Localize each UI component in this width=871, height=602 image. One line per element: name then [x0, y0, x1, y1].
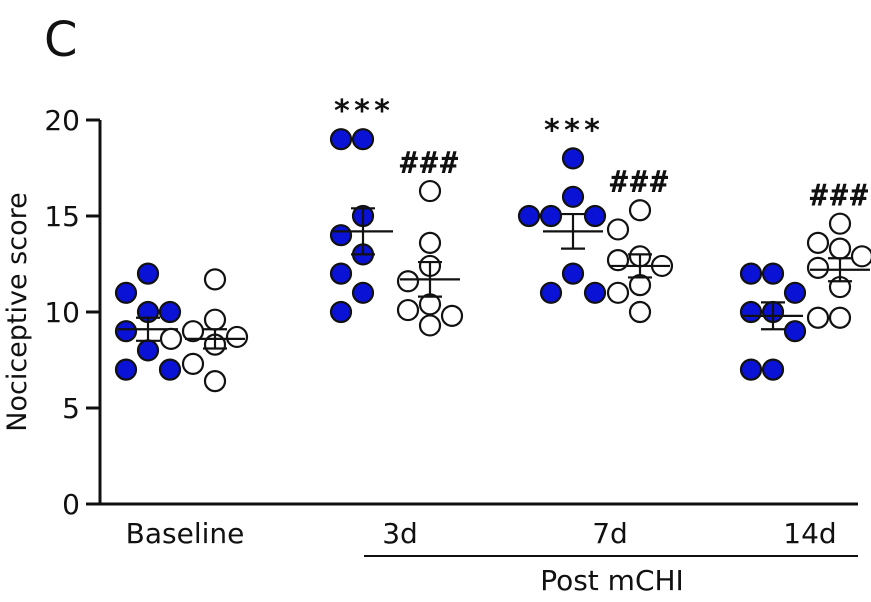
data-point-filled — [158, 300, 182, 324]
data-point-filled — [583, 204, 607, 228]
data-point-filled — [329, 224, 353, 247]
data-point-open — [606, 218, 630, 241]
data-point-open — [203, 268, 227, 291]
data-point-filled — [561, 147, 585, 170]
x-tick-label: Baseline — [126, 517, 245, 550]
data-point-filled — [539, 281, 563, 304]
data-point-open — [418, 314, 442, 337]
data-point-filled — [114, 358, 138, 381]
data-point-open — [828, 212, 852, 235]
data-point-open — [628, 199, 652, 222]
data-point-filled — [329, 128, 353, 151]
data-point-filled — [783, 281, 807, 304]
y-tick-label: 5 — [62, 392, 80, 425]
data-point-open — [806, 231, 830, 254]
panel-label: C — [44, 12, 78, 68]
axes: 0 5 10 15 20 Baseline 3d 7d 14d — [44, 104, 858, 557]
data-point-open — [396, 270, 420, 293]
x-tick-label: 7d — [592, 517, 628, 550]
x-tick-label: 14d — [783, 517, 836, 550]
data-point-open — [159, 327, 183, 350]
data-point-open — [828, 237, 852, 260]
significance-annotations: ***###***### ### — [333, 94, 870, 214]
data-point-open — [225, 325, 249, 349]
data-point-filled — [561, 262, 585, 285]
data-marks — [114, 128, 871, 393]
data-point-open — [181, 320, 205, 343]
significance-mark: *** — [543, 113, 603, 148]
y-tick-label: 0 — [62, 488, 80, 521]
data-point-filled — [114, 320, 138, 343]
data-point-open — [396, 298, 420, 322]
data-point-filled — [761, 358, 785, 381]
data-point-filled — [351, 281, 375, 304]
data-point-filled — [739, 300, 763, 324]
data-point-open — [806, 256, 830, 279]
significance-mark: ### — [400, 146, 460, 181]
y-tick-label: 10 — [44, 296, 80, 329]
data-point-filled — [739, 358, 763, 381]
y-tick-label: 20 — [44, 104, 80, 137]
data-point-filled — [329, 262, 353, 285]
data-point-filled — [329, 300, 353, 324]
data-point-open — [203, 308, 227, 331]
data-point-filled — [351, 128, 375, 151]
data-point-filled — [114, 281, 138, 304]
data-point-filled — [739, 262, 763, 285]
data-point-open — [606, 281, 630, 304]
significance-mark: ### — [610, 165, 670, 200]
data-point-open — [628, 300, 652, 324]
data-point-filled — [561, 185, 585, 208]
y-axis-title: Nociceptive score — [2, 192, 33, 431]
data-point-open — [850, 245, 871, 268]
data-point-filled — [136, 339, 160, 362]
data-point-open — [806, 306, 830, 329]
y-tick-label: 15 — [44, 200, 80, 233]
data-point-open — [181, 352, 205, 375]
data-point-open — [418, 179, 442, 203]
data-point-open — [828, 306, 852, 329]
data-point-open — [440, 304, 464, 327]
significance-mark: *** — [333, 94, 393, 129]
data-point-filled — [761, 262, 785, 285]
data-point-open — [606, 249, 630, 272]
data-point-filled — [158, 358, 182, 381]
data-point-filled — [583, 281, 607, 304]
significance-mark: ### — [810, 179, 870, 214]
group-label: Post mCHI — [540, 564, 684, 597]
data-point-open — [203, 370, 227, 393]
data-point-filled — [517, 204, 541, 228]
x-tick-label: 3d — [382, 517, 418, 550]
data-point-open — [418, 231, 442, 254]
data-point-filled — [136, 262, 160, 285]
data-point-filled — [783, 320, 807, 343]
data-point-filled — [539, 204, 563, 228]
